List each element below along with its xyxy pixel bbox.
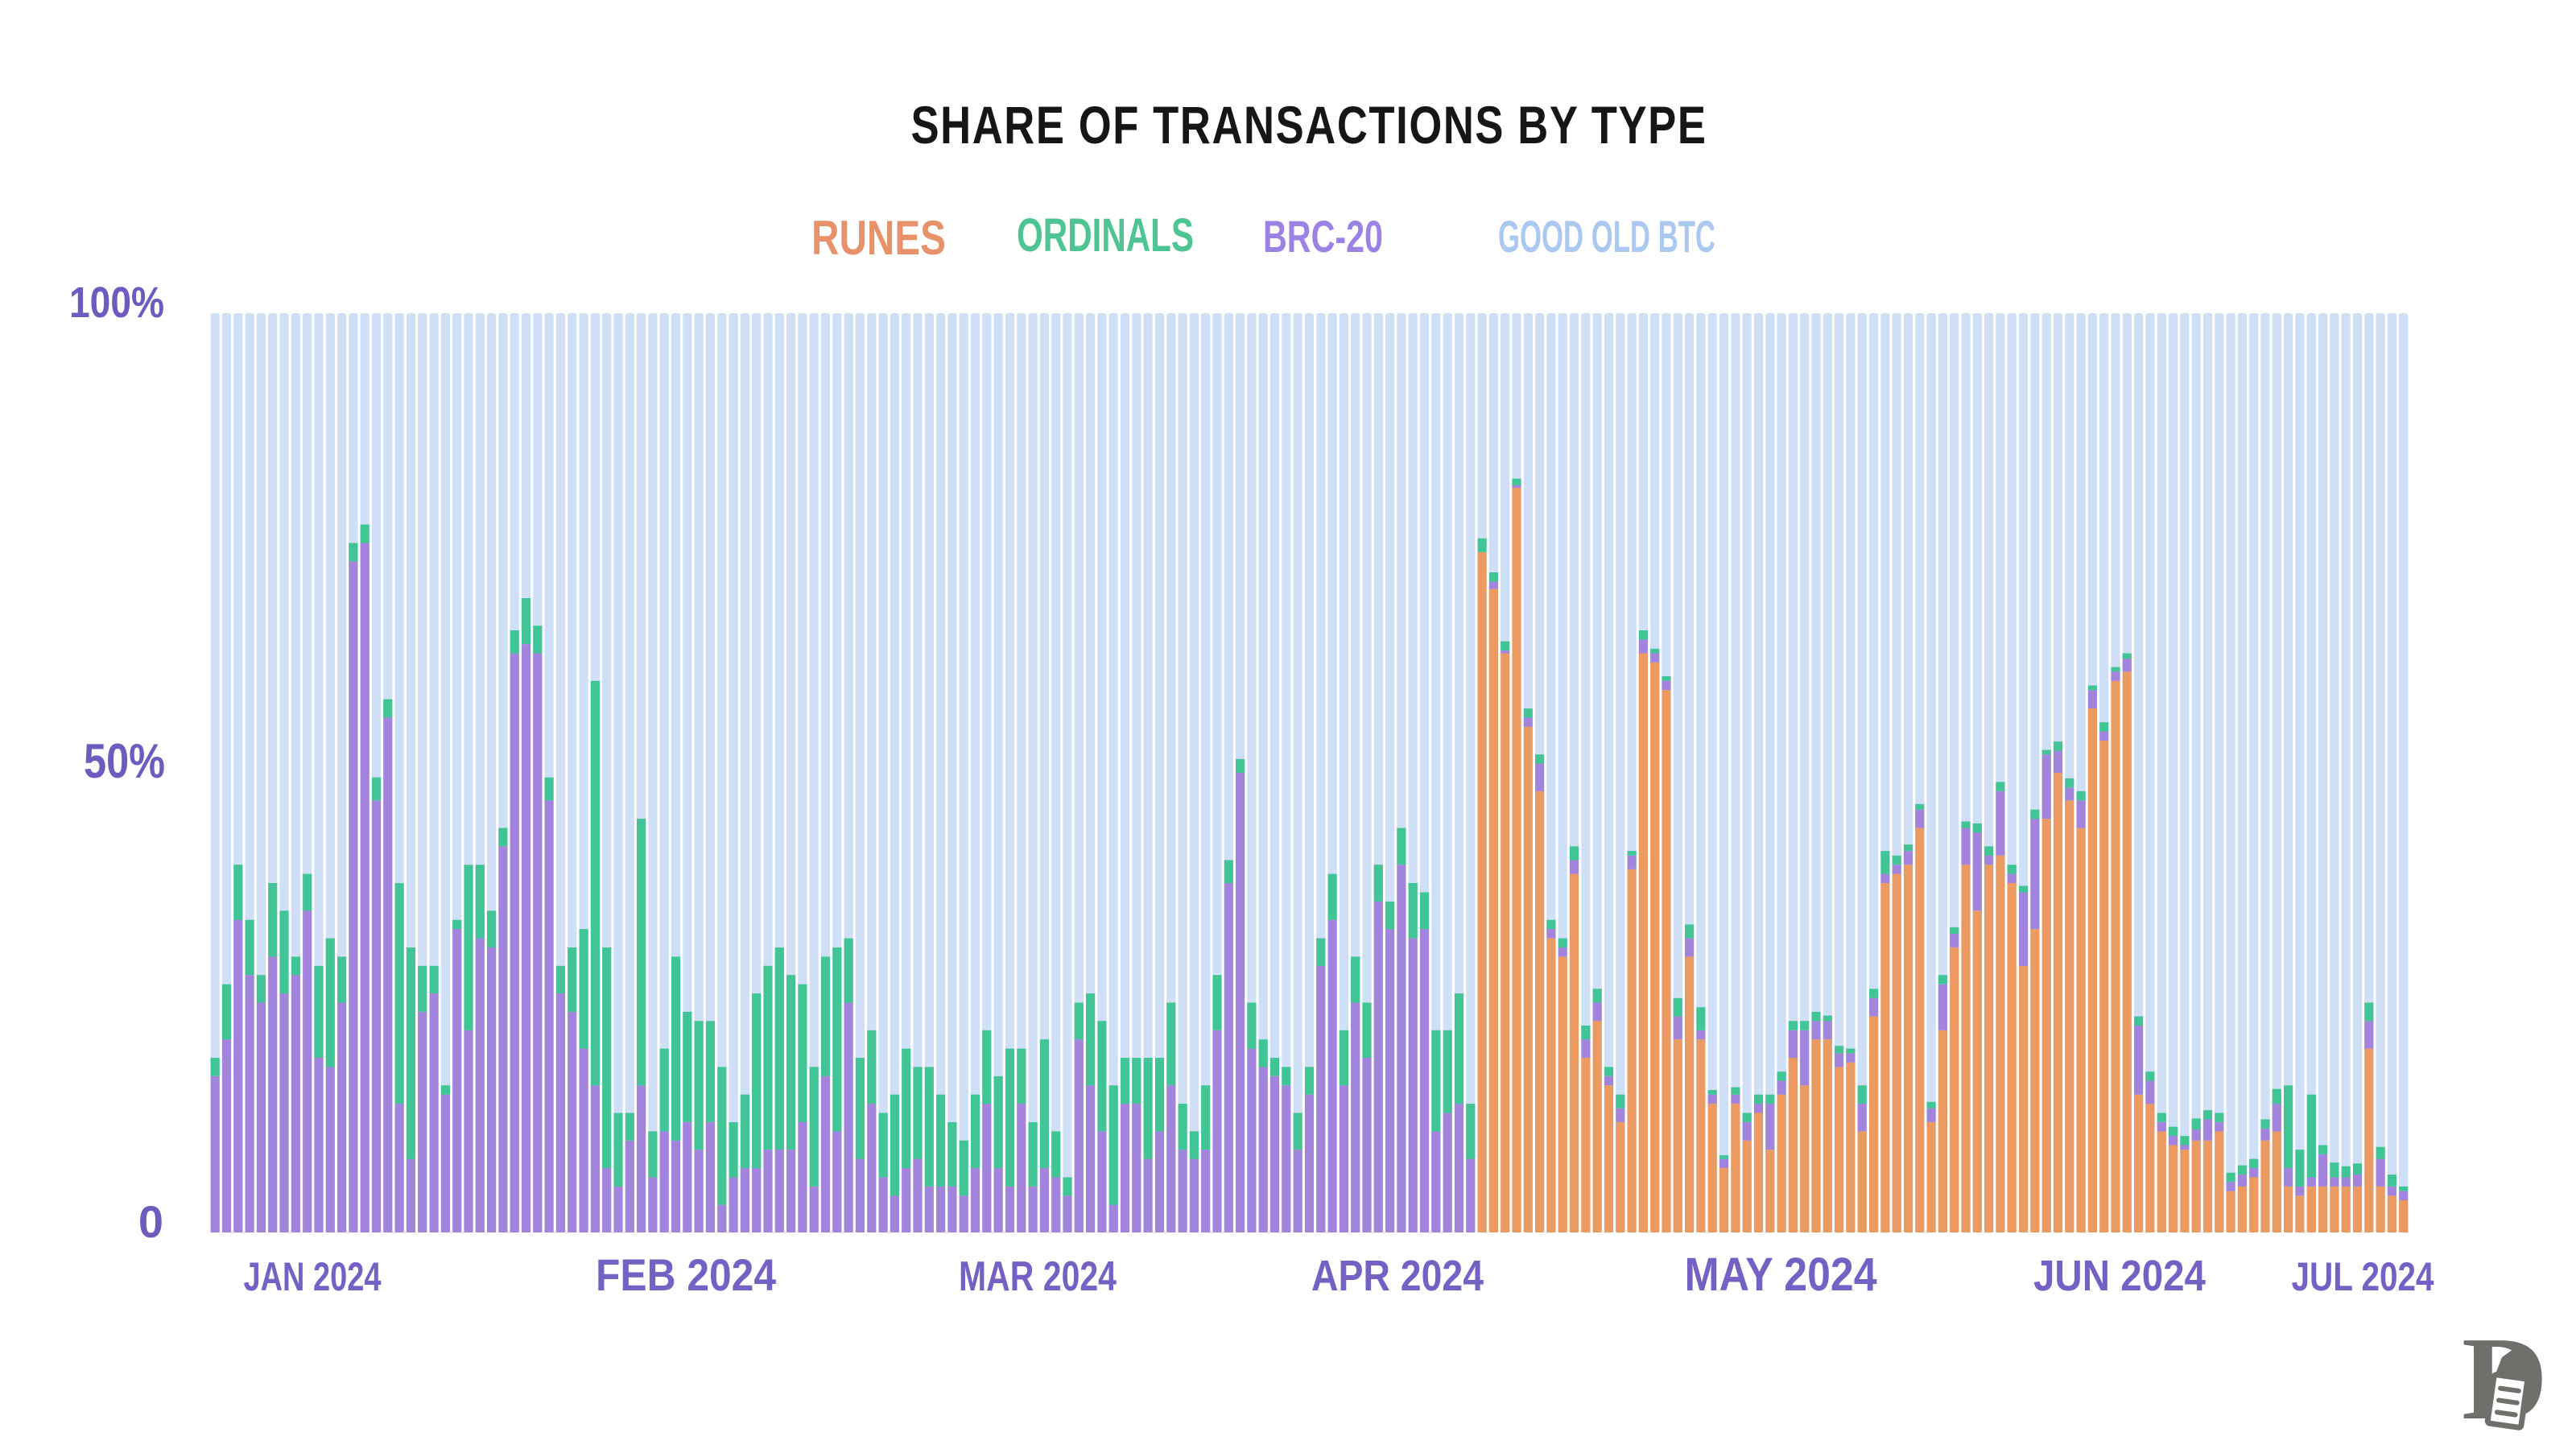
svg-text:RUNES: RUNES <box>811 211 946 265</box>
svg-text:0: 0 <box>138 1196 163 1247</box>
svg-text:MAY 2024: MAY 2024 <box>1685 1249 1877 1301</box>
svg-text:JUN 2024: JUN 2024 <box>2033 1252 2206 1300</box>
svg-text:MAR 2024: MAR 2024 <box>959 1253 1117 1300</box>
svg-text:APR 2024: APR 2024 <box>1311 1252 1484 1300</box>
svg-text:JAN 2024: JAN 2024 <box>244 1254 382 1299</box>
svg-text:FEB 2024: FEB 2024 <box>596 1249 776 1300</box>
svg-text:50%: 50% <box>84 734 165 788</box>
svg-text:SHARE OF TRANSACTIONS BY TYPE: SHARE OF TRANSACTIONS BY TYPE <box>911 95 1707 155</box>
svg-text:ORDINALS: ORDINALS <box>1017 209 1194 262</box>
svg-text:JUL 2024: JUL 2024 <box>2292 1254 2434 1299</box>
svg-text:100%: 100% <box>69 279 164 327</box>
svg-text:BRC-20: BRC-20 <box>1263 211 1383 262</box>
svg-text:GOOD OLD BTC: GOOD OLD BTC <box>1498 211 1715 262</box>
